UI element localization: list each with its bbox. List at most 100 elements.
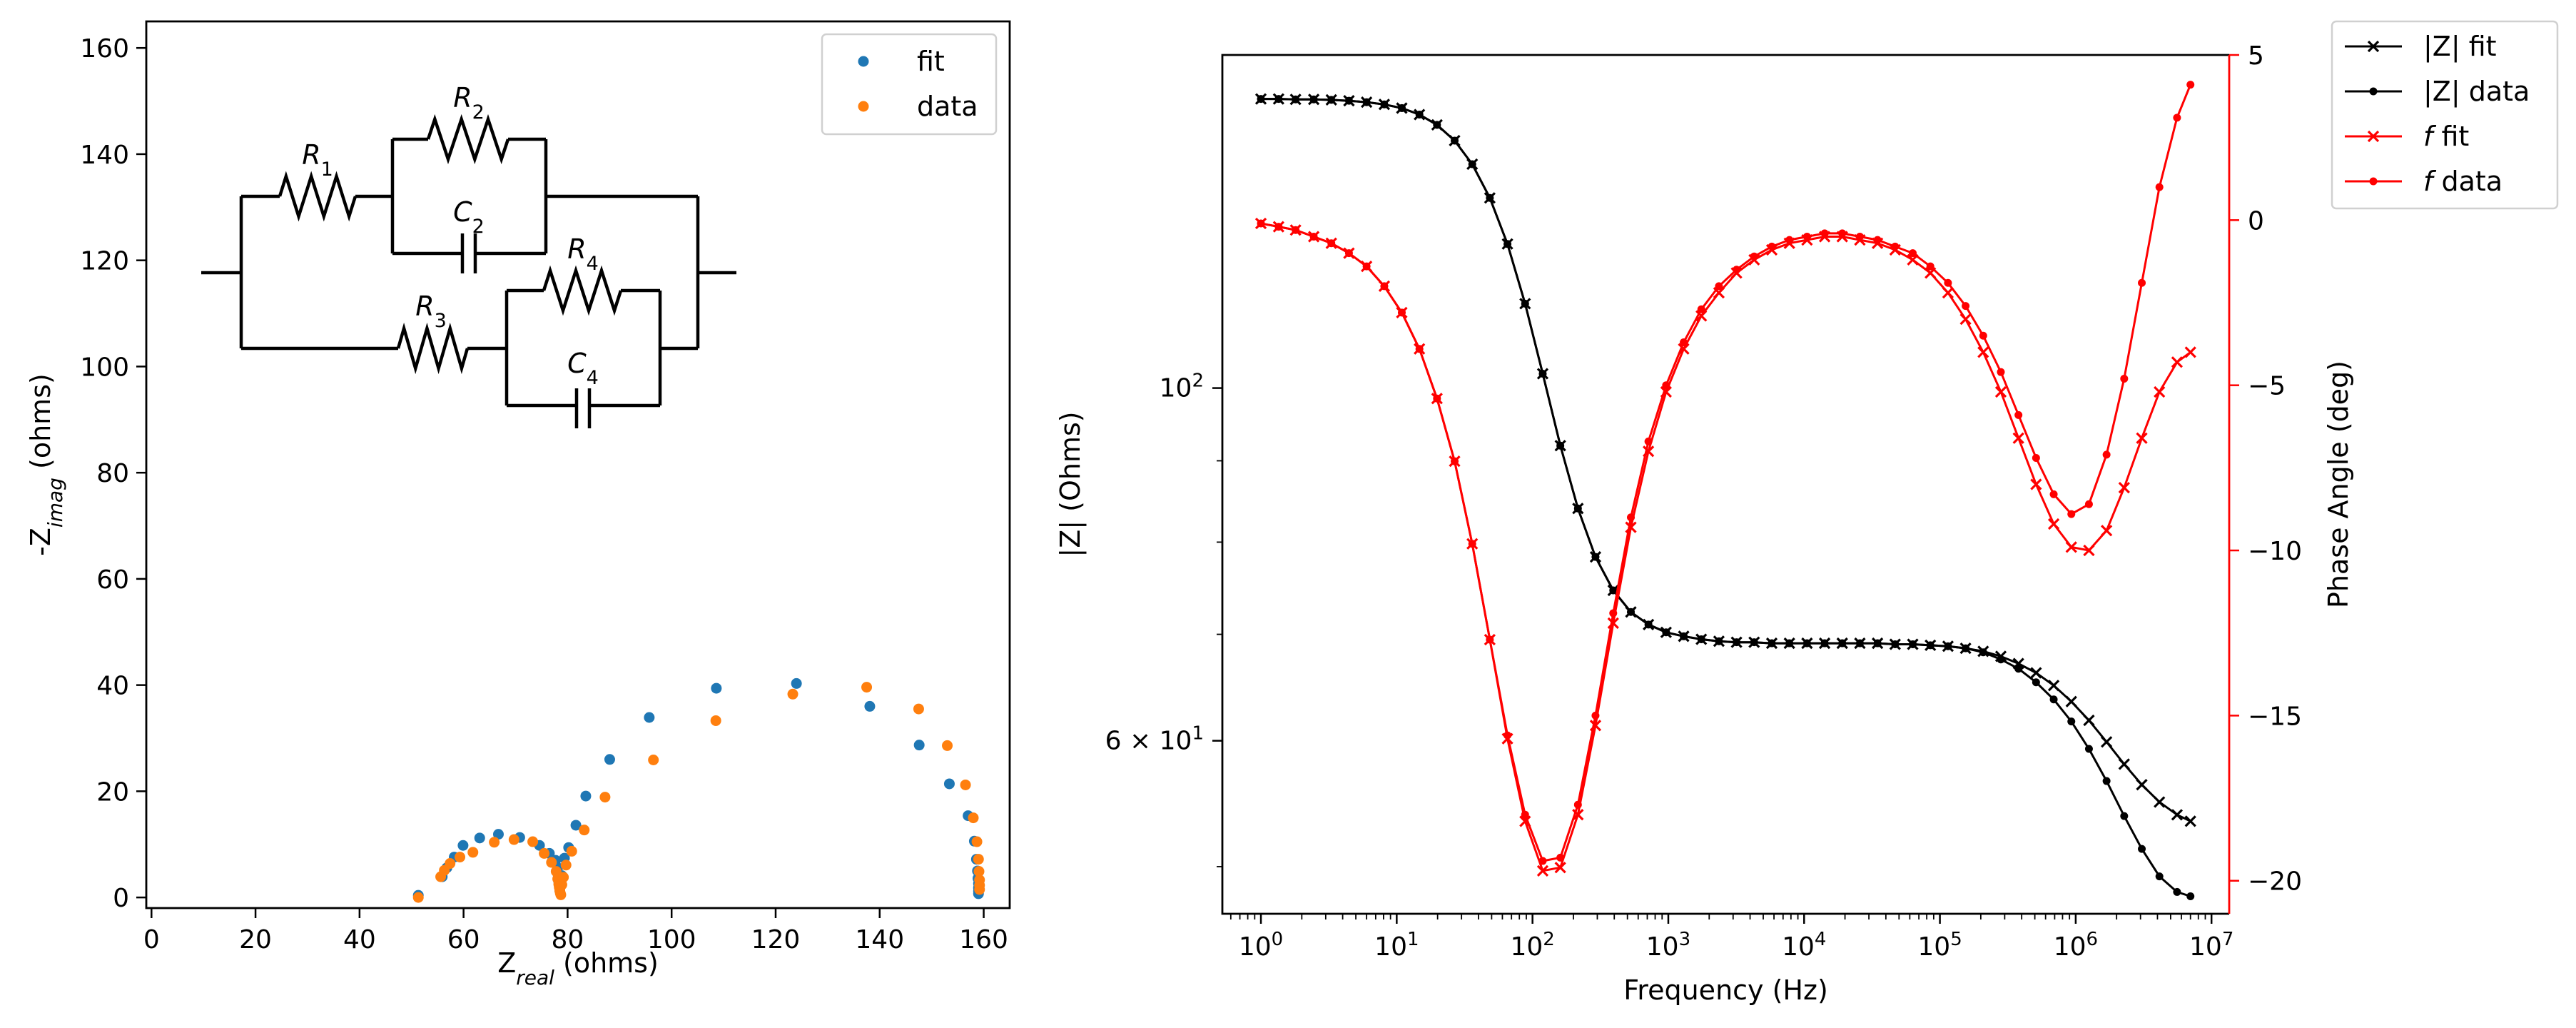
label-r2: R2 bbox=[453, 82, 485, 124]
point-data bbox=[971, 836, 983, 847]
point-data bbox=[455, 852, 466, 863]
point-data bbox=[787, 688, 798, 700]
point-data bbox=[467, 847, 479, 858]
x-tick: 140 bbox=[855, 908, 904, 954]
point-fdata bbox=[1274, 223, 1283, 231]
point-zdata bbox=[2138, 845, 2146, 853]
point-zdata bbox=[1327, 96, 1336, 104]
y-tick-label: 0 bbox=[113, 884, 129, 913]
point-data bbox=[648, 755, 659, 766]
y-tick-label: 20 bbox=[96, 777, 129, 807]
point-ffit bbox=[1994, 386, 2007, 398]
point-ffit bbox=[2030, 478, 2042, 490]
x-tick-label: 105 bbox=[1917, 929, 1962, 962]
point-fdata bbox=[1662, 381, 1670, 390]
point-zdata bbox=[1274, 95, 1283, 104]
y-right-tick-label: 5 bbox=[2248, 41, 2264, 71]
x-tick: 0 bbox=[143, 908, 160, 954]
label-c2: C2 bbox=[453, 196, 485, 238]
point-zdata bbox=[1644, 620, 1653, 629]
point-fdata bbox=[1768, 242, 1776, 251]
point-fdata bbox=[1591, 711, 1600, 720]
legend-frame bbox=[2331, 20, 2559, 210]
point-fdata bbox=[2084, 500, 2093, 508]
x-tick-label: 100 bbox=[1239, 929, 1283, 962]
y-tick: 100 bbox=[80, 353, 146, 382]
point-zdata bbox=[1697, 635, 1705, 643]
point-ffit bbox=[1536, 865, 1549, 877]
point-ffit bbox=[1959, 313, 1972, 326]
x-tick: 101 bbox=[1374, 914, 1419, 962]
point-zdata bbox=[1926, 641, 1934, 650]
point-zdata bbox=[1609, 586, 1618, 595]
point-fdata bbox=[2014, 410, 2023, 419]
point-fdata bbox=[1433, 394, 1441, 403]
point-zdata bbox=[2032, 678, 2040, 687]
point-fdata bbox=[1344, 249, 1353, 258]
point-fdata bbox=[2032, 453, 2040, 462]
point-fdata bbox=[1309, 232, 1318, 241]
resistor-r1 bbox=[278, 171, 358, 222]
y-left-tick: 6 × 101 bbox=[1105, 723, 1222, 756]
y-right-tick-label: −15 bbox=[2248, 702, 2302, 731]
point-fdata bbox=[1626, 513, 1635, 522]
point-data bbox=[445, 858, 456, 870]
point-data bbox=[489, 837, 500, 848]
point-zdata bbox=[1662, 628, 1670, 637]
point-data bbox=[942, 740, 953, 751]
point-fdata bbox=[1257, 219, 1265, 228]
point-zdata bbox=[1715, 637, 1723, 645]
point-data bbox=[579, 825, 590, 836]
x-tick-label: 101 bbox=[1374, 929, 1419, 962]
series-fdata bbox=[1257, 81, 2195, 865]
series-line-ffit bbox=[1260, 222, 2191, 872]
point-data bbox=[546, 857, 557, 868]
point-zdata bbox=[2155, 872, 2164, 881]
point-fit bbox=[580, 790, 592, 802]
y-tick: 60 bbox=[96, 565, 146, 595]
y-right-tick-label: −5 bbox=[2248, 372, 2286, 401]
point-ffit bbox=[2118, 481, 2130, 494]
point-fdata bbox=[1538, 857, 1547, 865]
point-data bbox=[861, 682, 873, 693]
y-tick: 120 bbox=[80, 247, 146, 276]
point-fdata bbox=[1838, 229, 1847, 238]
series-data bbox=[412, 682, 985, 903]
circuit-diagram: R1 R2 C2 R3 R4 C4 bbox=[201, 82, 736, 428]
y-right-axis-label: Phase Angle (deg) bbox=[2323, 361, 2354, 608]
point-ffit bbox=[2171, 356, 2184, 368]
x-tick: 103 bbox=[1646, 914, 1690, 962]
legend: |Z| fit |Z| data f fit f data bbox=[2331, 20, 2559, 210]
point-data bbox=[973, 854, 984, 865]
x-tick-label: 100 bbox=[647, 925, 696, 954]
point-data bbox=[599, 792, 611, 803]
label-r3: R3 bbox=[415, 291, 447, 332]
y-right-tick: −5 bbox=[2229, 372, 2286, 401]
point-zdata bbox=[1380, 100, 1389, 109]
point-data bbox=[412, 892, 424, 903]
x-tick: 160 bbox=[959, 908, 1008, 954]
point-zdata bbox=[1362, 98, 1371, 106]
point-fdata bbox=[1486, 635, 1494, 644]
point-zdata bbox=[1873, 639, 1882, 647]
point-data bbox=[555, 889, 567, 900]
y-tick: 40 bbox=[96, 672, 146, 701]
point-fit bbox=[492, 829, 504, 840]
x-tick-label: 103 bbox=[1646, 929, 1690, 962]
point-zdata bbox=[2084, 745, 2093, 753]
point-fdata bbox=[2067, 510, 2076, 518]
point-fit bbox=[604, 754, 615, 765]
y-tick-label: 80 bbox=[96, 459, 129, 488]
point-fit bbox=[711, 682, 722, 694]
point-fdata bbox=[1573, 800, 1582, 809]
y-tick-label: 100 bbox=[80, 353, 129, 382]
point-zdata bbox=[2120, 812, 2129, 820]
point-data bbox=[558, 872, 569, 883]
x-tick: 105 bbox=[1917, 914, 1962, 962]
point-fit bbox=[791, 677, 802, 689]
point-zdata bbox=[1309, 95, 1318, 104]
point-data bbox=[974, 884, 985, 895]
y-tick-label: 60 bbox=[96, 565, 129, 595]
x-tick-label: 120 bbox=[751, 925, 801, 954]
